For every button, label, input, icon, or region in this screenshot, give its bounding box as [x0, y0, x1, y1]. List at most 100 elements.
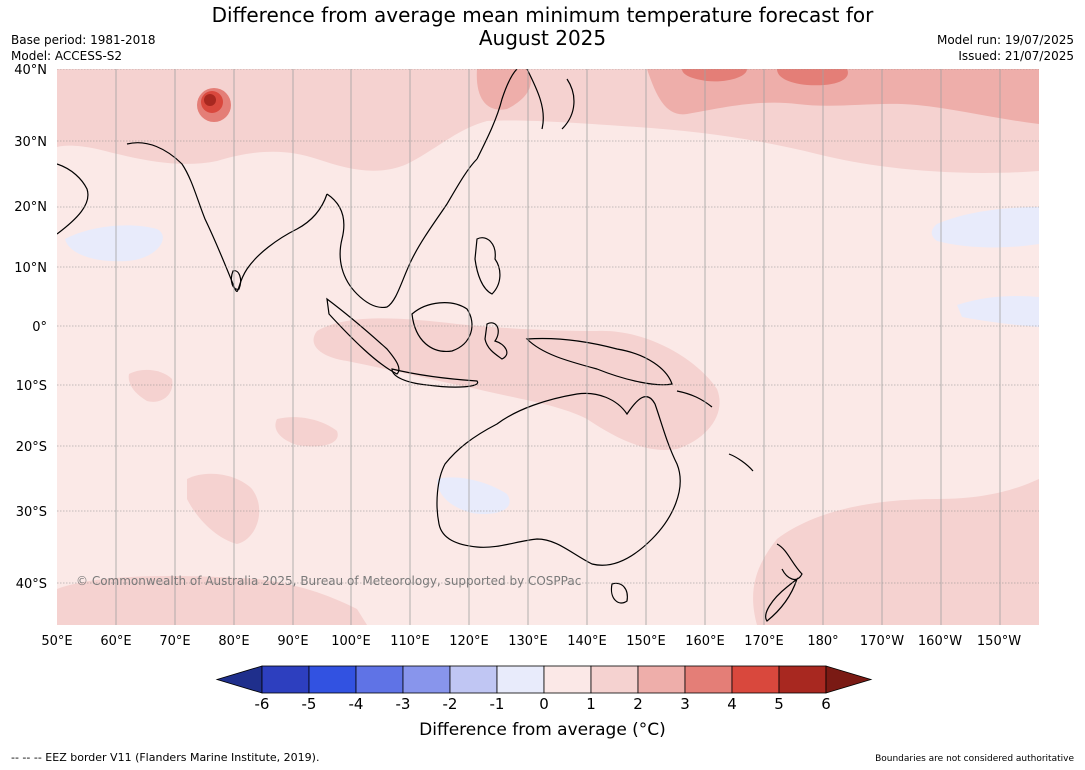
coast-philippines [474, 237, 501, 295]
lat-label-0: 0° [32, 320, 47, 335]
colorbar-boxes [215, 665, 873, 694]
colorbar-box [778, 665, 827, 694]
land-outlines [57, 69, 803, 622]
model-run: Model run: 19/07/2025 [936, 33, 1074, 47]
lon-label-60e: 60°E [100, 634, 131, 649]
model-info: Base period: 1981-2018 Model: ACCESS-S2 [11, 32, 156, 64]
lon-label-90e: 90°E [277, 634, 308, 649]
lat-label-40n: 40°N [14, 63, 47, 78]
colorbar-tick-label: -4 [349, 695, 364, 713]
colorbar-tick-label: -2 [443, 695, 458, 713]
coast-java [391, 368, 479, 388]
colorbar-tick-label: -6 [255, 695, 270, 713]
anomaly-cool-pacific-east-2 [957, 295, 1039, 327]
lon-label-170w: 170°W [860, 634, 904, 649]
lon-label-150e: 150°E [626, 634, 666, 649]
coast-borneo [411, 302, 473, 353]
longitude-labels: 50°E 60°E 70°E 80°E 90°E 100°E 110°E 120… [41, 634, 1021, 649]
colorbar-box [402, 665, 451, 694]
colorbar-tick-label: 5 [774, 695, 784, 713]
anomaly-region-south-west [57, 576, 367, 625]
coast-sumatra [326, 297, 400, 375]
colorbar-box [355, 665, 404, 694]
anomaly-shading [57, 69, 1039, 625]
colorbar-box [449, 665, 498, 694]
anomaly-region-south-tasman [753, 479, 1039, 625]
lat-label-30n: 30°N [14, 135, 47, 150]
coast-australia [436, 392, 681, 566]
lon-label-120e: 120°E [449, 634, 489, 649]
coast-tasmania [610, 582, 628, 604]
anomaly-band-japan [476, 69, 531, 110]
colorbar-box [637, 665, 686, 694]
anomaly-patch-indian-2 [275, 417, 338, 447]
anomaly-map [57, 69, 1039, 625]
colorbar-box [731, 665, 780, 694]
model-name: Model: ACCESS-S2 [11, 49, 123, 63]
anomaly-patch-pacific-1 [682, 69, 747, 82]
anomaly-cool-pacific-east-1 [931, 207, 1039, 248]
colorbar-box [590, 665, 639, 694]
colorbar-tick-label: 0 [539, 695, 549, 713]
colorbar-box [684, 665, 733, 694]
colorbar-box [543, 665, 592, 694]
issued-date: Issued: 21/07/2025 [958, 49, 1074, 63]
boundaries-note: Boundaries are not considered authoritat… [875, 754, 1074, 764]
lon-label-160e: 160°E [685, 634, 725, 649]
coast-arabia [57, 163, 89, 235]
lon-label-170e: 170°E [744, 634, 784, 649]
lon-label-80e: 80°E [218, 634, 249, 649]
colorbar-box [261, 665, 310, 694]
coast-se-asia [326, 158, 478, 309]
colorbar-tick-label: 3 [680, 695, 690, 713]
colorbar-tick-label: -1 [490, 695, 505, 713]
lon-label-50e: 50°E [41, 634, 72, 649]
lon-label-160w: 160°W [918, 634, 962, 649]
eez-note: -- -- -- EEZ border V11 (Flanders Marine… [11, 751, 320, 764]
map-title: Difference from average mean minimum tem… [0, 4, 1085, 50]
anomaly-region-maritime [313, 318, 720, 450]
title-line-1: Difference from average mean minimum tem… [211, 3, 874, 27]
coast-new-guinea [525, 337, 673, 386]
coast-new-zealand [765, 543, 803, 622]
colorbar-tick-label: 1 [586, 695, 596, 713]
colorbar-label: Difference from average (°C) [419, 720, 666, 740]
lon-label-180: 180° [807, 634, 838, 649]
coast-sulawesi [484, 322, 508, 360]
lat-label-30s: 30°S [16, 505, 47, 520]
lon-label-70e: 70°E [159, 634, 190, 649]
colorbar-tick-label: -5 [302, 695, 317, 713]
title-line-2: August 2025 [478, 26, 607, 50]
lon-label-140e: 140°E [567, 634, 607, 649]
lon-label-100e: 100°E [331, 634, 371, 649]
coast-new-caledonia [728, 453, 754, 472]
colorbar-box [496, 665, 545, 694]
lon-label-110e: 110°E [390, 634, 430, 649]
lon-label-130e: 130°E [508, 634, 548, 649]
colorbar-tick-label: 6 [821, 695, 831, 713]
lon-label-150w: 150°W [977, 634, 1021, 649]
colorbar-tick-label: -3 [396, 695, 411, 713]
lat-label-20s: 20°S [16, 440, 47, 455]
colorbar-tick-label: 4 [727, 695, 737, 713]
lat-label-40s: 40°S [16, 577, 47, 592]
anomaly-patch-indian-1 [187, 473, 260, 544]
coast-solomons [676, 390, 713, 408]
lat-label-10s: 10°S [16, 379, 47, 394]
colorbar-box [308, 665, 357, 694]
meridians [115, 69, 1001, 625]
base-period: Base period: 1981-2018 [11, 33, 156, 47]
anomaly-hotspot-himalaya-core [204, 94, 216, 106]
copyright-notice: © Commonwealth of Australia 2025, Bureau… [76, 574, 582, 588]
anomaly-patch-pacific-2 [777, 69, 848, 86]
lat-label-20n: 20°N [14, 200, 47, 215]
run-info: Model run: 19/07/2025 Issued: 21/07/2025 [937, 32, 1074, 64]
colorbar-ticks: -6 -5 -4 -3 -2 -1 0 1 2 3 4 5 6 [255, 695, 831, 713]
anomaly-patch-indian-3 [128, 369, 173, 402]
colorbar-tick-label: 2 [633, 695, 643, 713]
colorbar-extend-low [215, 665, 263, 694]
latitude-labels: 40°N 30°N 20°N 10°N 0° 10°S 20°S 30°S 40… [14, 63, 47, 592]
coast-korea-japan [526, 69, 575, 130]
lat-label-10n: 10°N [14, 261, 47, 276]
coast-sri-lanka [230, 270, 242, 290]
